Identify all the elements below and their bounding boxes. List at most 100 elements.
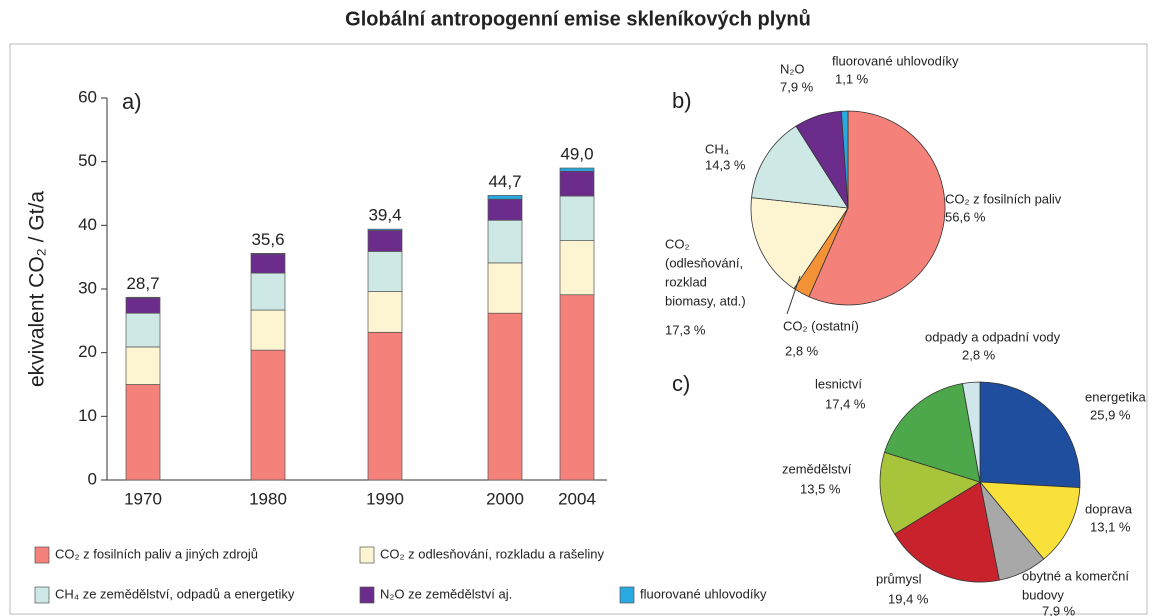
bar-segment — [250, 349, 286, 481]
x-tick-label: 1970 — [124, 489, 162, 508]
bar-segment — [367, 291, 403, 333]
bar-segment — [559, 195, 595, 241]
bar-segment — [125, 312, 161, 348]
y-axis-label: ekvivalent CO₂ / Gt/a — [26, 191, 49, 387]
bar-segment — [367, 251, 403, 292]
legend-swatch — [34, 546, 50, 564]
total-label: 35,6 — [251, 230, 284, 249]
y-tick-label: 40 — [78, 215, 97, 234]
y-tick-label: 60 — [78, 87, 97, 106]
slice-value-label: 7,9 % — [1042, 603, 1076, 616]
pie-slice — [751, 125, 849, 209]
pie-slice — [879, 451, 981, 535]
slice-value-label: 13,1 % — [1090, 519, 1131, 534]
pie-slice — [884, 383, 981, 483]
slice-label: biomasy, atd.) — [665, 293, 746, 308]
slice-label: obytné a komerční — [1022, 568, 1129, 583]
slice-label: fluorované uhlovodíky — [832, 53, 959, 68]
title: Globální antropogenní emise skleníkových… — [345, 8, 811, 30]
slice-label: rozklad — [665, 274, 707, 289]
slice-label: N₂O — [780, 61, 805, 76]
slice-label: průmysl — [876, 571, 922, 586]
bar-segment — [487, 312, 523, 481]
legend-label: CO₂ z fosilních paliv a jiných zdrojů — [55, 546, 258, 561]
bar-segment — [125, 346, 161, 385]
legend-swatch — [359, 546, 375, 564]
legend-label: fluorované uhlovodíky — [640, 586, 767, 601]
pie-slice — [808, 110, 946, 306]
slice-label: odpady a odpadní vody — [925, 329, 1061, 344]
bar-segment — [250, 309, 286, 351]
pie-slice — [979, 481, 1081, 560]
leader-line — [786, 275, 801, 315]
x-tick-label: 1990 — [366, 489, 404, 508]
pie-slice — [750, 197, 849, 290]
slice-label: CO₂ (ostatní) — [783, 318, 859, 333]
legend-swatch — [34, 586, 50, 604]
y-tick-label: 0 — [88, 469, 97, 488]
slice-label: budovy — [1022, 587, 1064, 602]
legend-swatch — [359, 586, 375, 604]
slice-value-label: 17,4 % — [825, 396, 866, 411]
legend-label: CO₂ z odlesňování, rozkladu a rašeliny — [380, 546, 604, 561]
panel-label: c) — [672, 371, 690, 396]
slice-value-label: 2,8 % — [962, 347, 996, 362]
bar-segment — [367, 331, 403, 481]
slice-value-label: 25,9 % — [1090, 407, 1131, 422]
pie-slice — [962, 381, 981, 483]
bar-segment — [487, 198, 523, 221]
bar-segment — [367, 230, 403, 252]
slice-label: lesnictví — [815, 376, 862, 391]
slice-label: (odlesňování, — [665, 255, 743, 270]
y-tick-label: 50 — [78, 151, 97, 170]
bar-segment — [559, 167, 595, 172]
slice-value-label: 1,1 % — [835, 71, 869, 86]
bar-segment — [250, 272, 286, 311]
total-label: 44,7 — [488, 172, 521, 191]
bar-segment — [125, 297, 161, 314]
x-tick-label: 2000 — [486, 489, 524, 508]
bar-segment — [559, 170, 595, 197]
slice-value-label: 56,6 % — [945, 209, 986, 224]
legend-label: N₂O ze zemědělství aj. — [380, 586, 512, 601]
total-label: 49,0 — [560, 145, 593, 164]
x-tick-label: 1980 — [249, 489, 287, 508]
bar-segment — [250, 252, 286, 255]
slice-label: energetika — [1085, 389, 1146, 404]
bar-segment — [125, 296, 161, 299]
slice-value-label: 13,5 % — [800, 481, 841, 496]
y-tick-label: 20 — [78, 342, 97, 361]
slice-value-label: 17,3 % — [665, 322, 706, 337]
y-tick-label: 10 — [78, 406, 97, 425]
total-label: 39,4 — [368, 206, 401, 225]
slice-label: doprava — [1085, 501, 1133, 516]
legend-label: CH₄ ze zemědělství, odpadů a energetiky — [55, 586, 295, 601]
bar-segment — [487, 262, 523, 314]
slice-value-label: 7,9 % — [780, 79, 814, 94]
slice-value-label: 2,8 % — [785, 343, 819, 358]
legend-swatch — [619, 586, 635, 604]
slice-label: CO₂ — [665, 236, 690, 251]
slice-label: CO₂ z fosilních paliv — [945, 191, 1062, 206]
bar-segment — [487, 195, 523, 200]
bar-segment — [367, 228, 403, 231]
frame — [9, 43, 1148, 615]
bar-segment — [559, 240, 595, 296]
slice-value-label: 14,3 % — [705, 157, 746, 172]
bar-segment — [250, 253, 286, 274]
total-label: 28,7 — [126, 274, 159, 293]
slice-label: CH₄ — [705, 141, 729, 156]
bar-segment — [559, 294, 595, 481]
bar-segment — [125, 384, 161, 481]
y-tick-label: 30 — [78, 278, 97, 297]
slice-label: zemědělství — [782, 461, 852, 476]
pie-slice — [840, 110, 849, 209]
panel-label: b) — [672, 88, 692, 113]
pie-slice — [894, 481, 1000, 583]
pie-slice — [979, 381, 1081, 489]
slice-value-label: 19,4 % — [888, 591, 929, 606]
x-tick-label: 2004 — [558, 489, 596, 508]
bar-segment — [487, 219, 523, 264]
panel-label: a) — [122, 89, 142, 114]
